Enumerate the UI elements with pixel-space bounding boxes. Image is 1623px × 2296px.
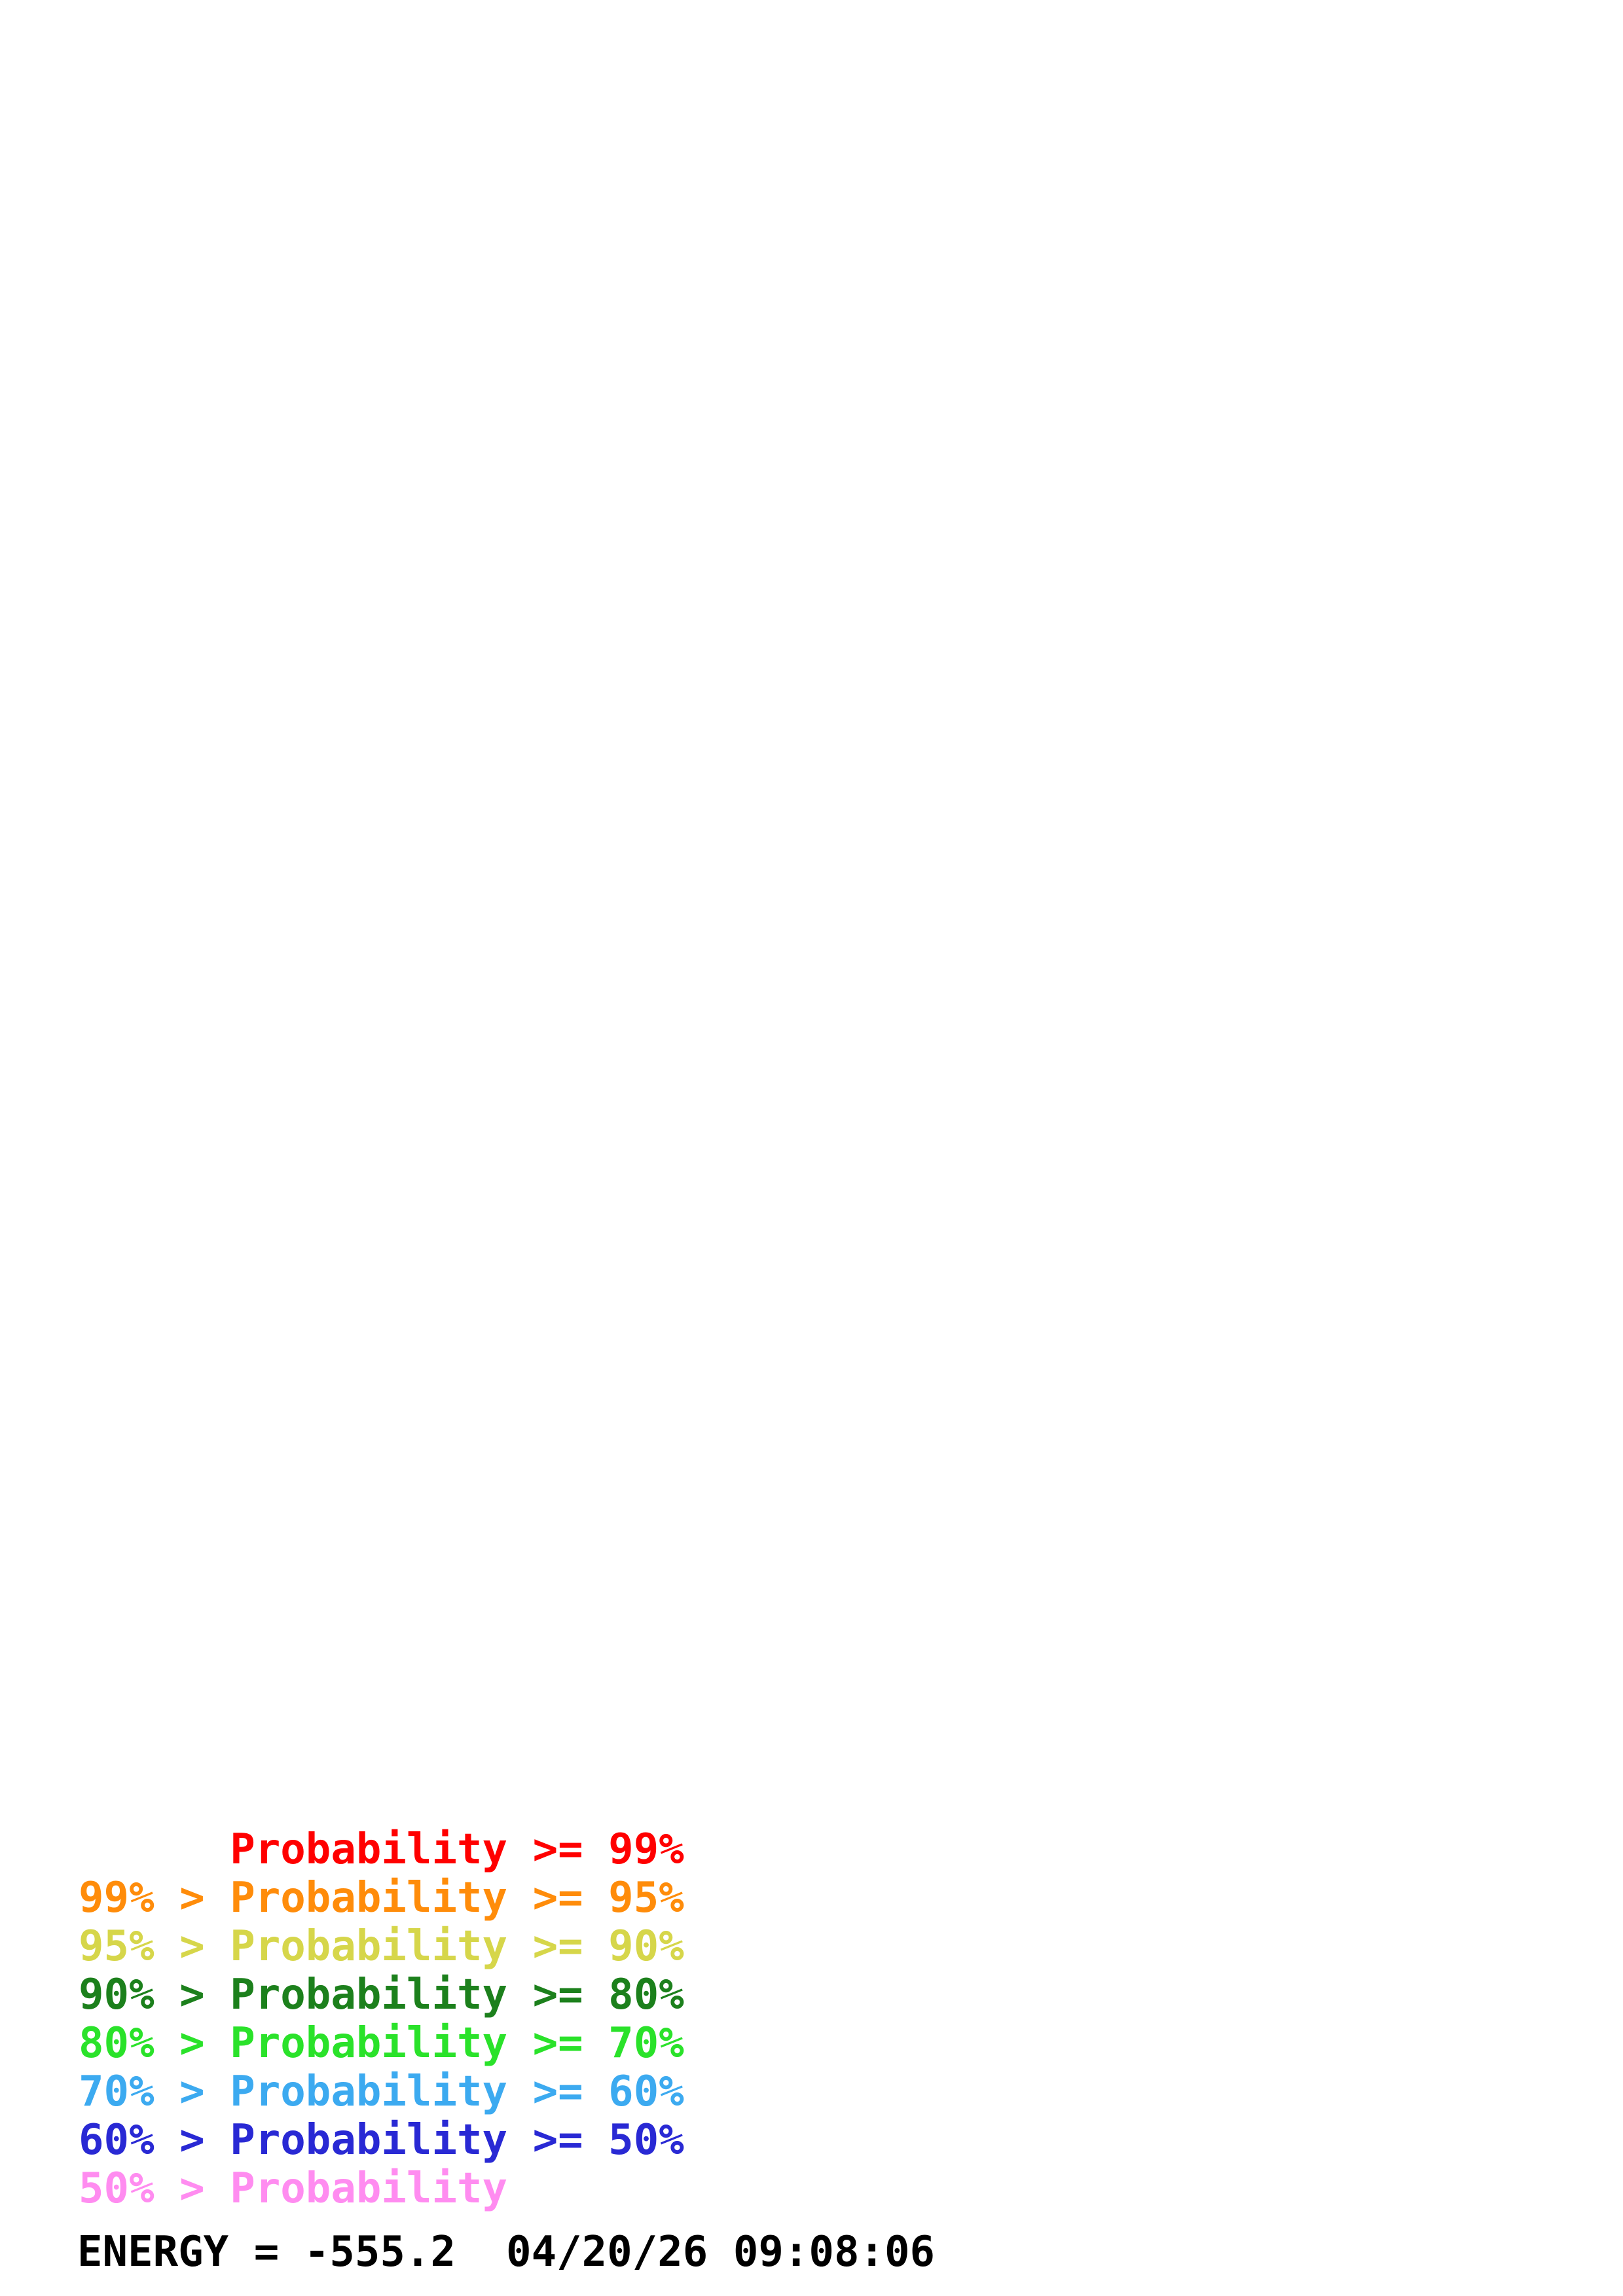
legend-entry: Probability >= 99%: [79, 1825, 684, 1874]
probability-legend: Probability >= 99% 99% > Probability >= 9…: [79, 1825, 684, 2213]
legend-entry: 70% > Probability >= 60%: [79, 2068, 684, 2116]
legend-entry: 99% > Probability >= 95%: [79, 1874, 684, 1922]
legend-entry: 50% > Probability: [79, 2164, 508, 2213]
legend-entry: 80% > Probability >= 70%: [79, 2019, 684, 2068]
legend-entry: 60% > Probability >= 50%: [79, 2116, 684, 2164]
legend-entry: 95% > Probability >= 90%: [79, 1922, 684, 1971]
legend-entry: 90% > Probability >= 80%: [79, 1971, 684, 2019]
energy-readout: ENERGY = -555.2 04/20/26 09:08:06: [77, 2228, 936, 2276]
